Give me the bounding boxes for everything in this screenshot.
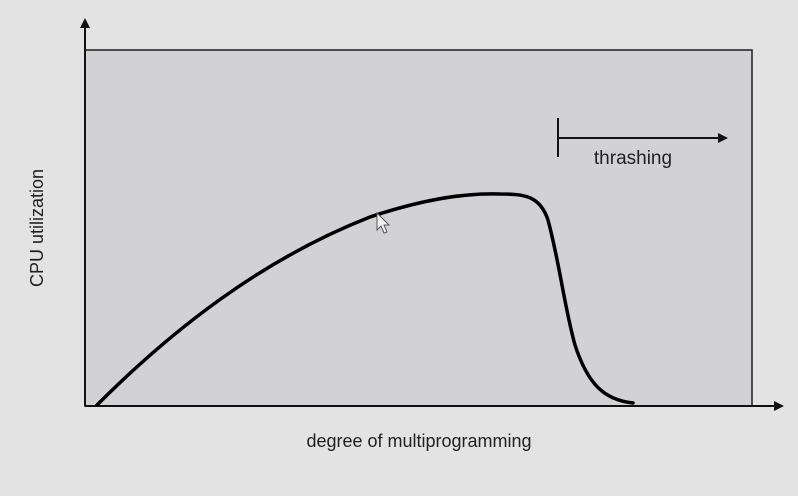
cpu-utilization-curve — [95, 192, 635, 407]
mouse-cursor-icon — [376, 211, 391, 234]
x-axis-label: degree of multiprogramming — [306, 431, 531, 451]
plot-area — [84, 49, 753, 407]
y-axis-label: CPU utilization — [27, 169, 47, 287]
thrashing-label: thrashing — [594, 148, 672, 169]
